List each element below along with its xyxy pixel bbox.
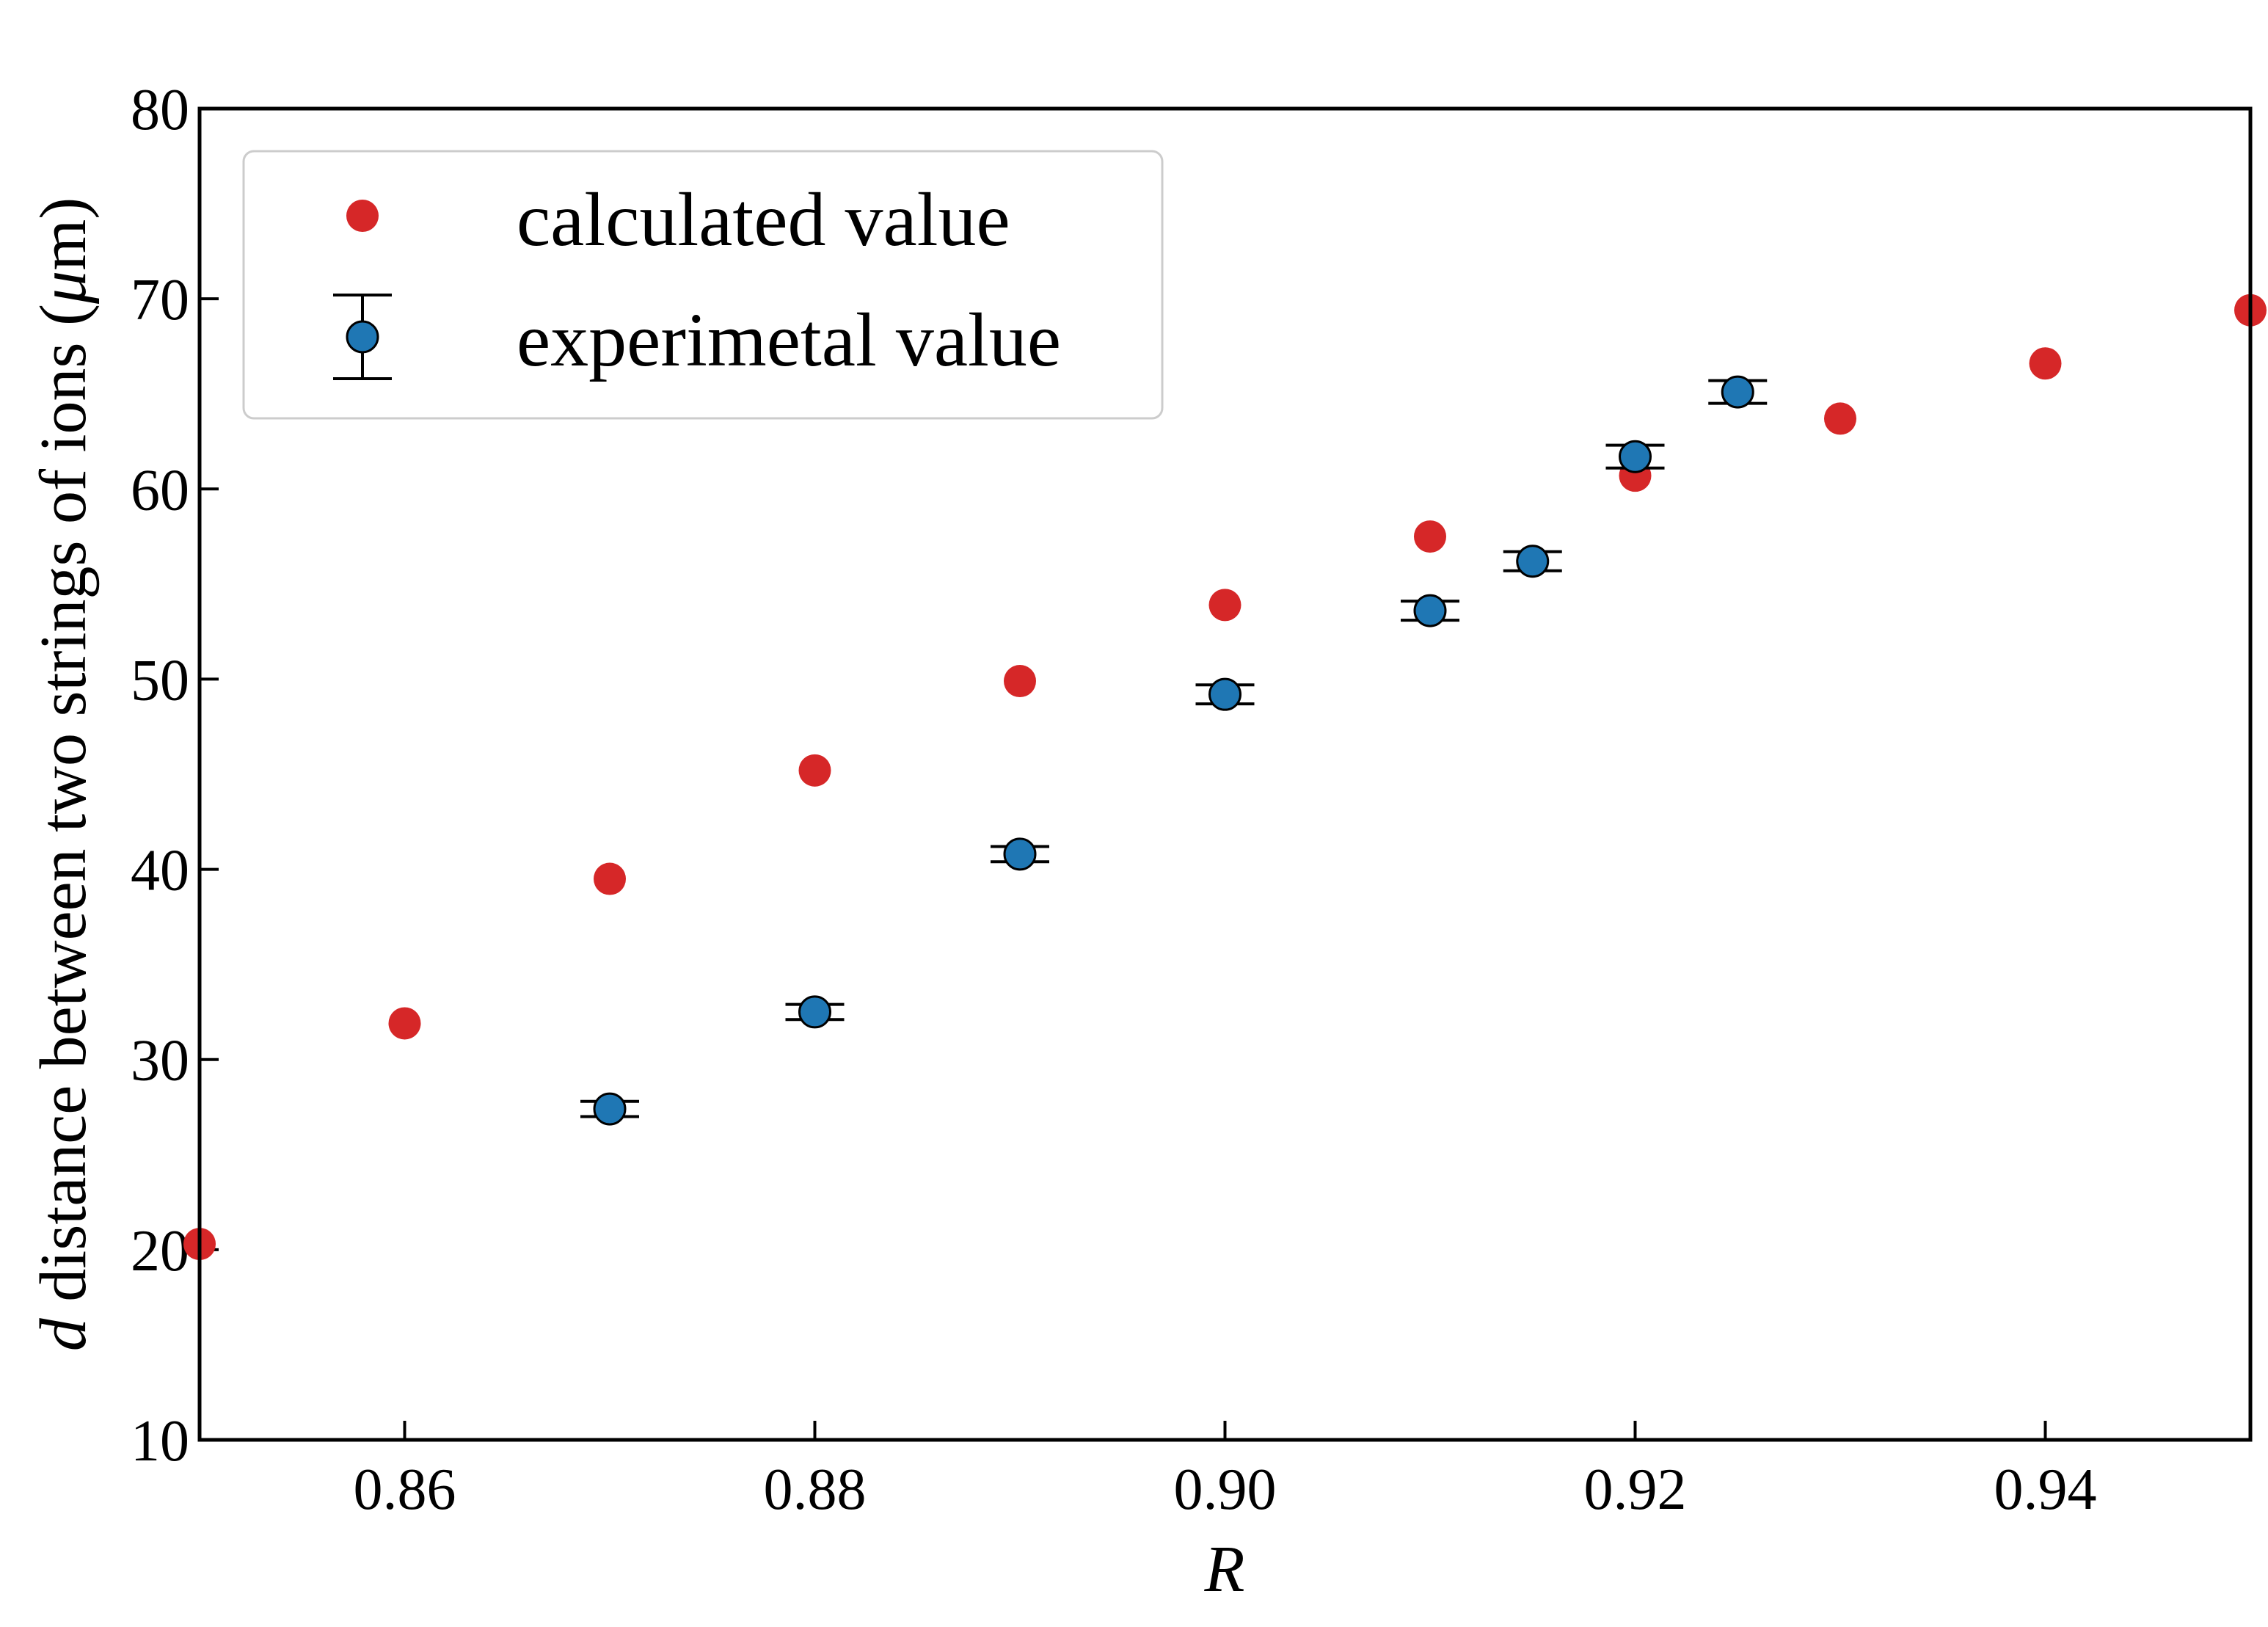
x-tick-label: 0.88 (764, 1457, 867, 1522)
legend: calculated value experimetal value (242, 150, 1164, 420)
calculated-point (594, 862, 626, 895)
y-axis-label-mu: μ (27, 271, 100, 305)
x-tick-label: 0.94 (1994, 1457, 2097, 1522)
y-axis-label-unit: m) (27, 197, 100, 271)
markers-layer (183, 294, 2267, 1261)
experimental-point (593, 1092, 627, 1126)
y-tick-label: 60 (131, 458, 189, 523)
experimental-point (1413, 594, 1447, 627)
x-axis-label: R (1204, 1533, 1245, 1606)
calculated-point (388, 1007, 421, 1040)
y-tick-label: 20 (131, 1219, 189, 1284)
legend-calculated-label: calculated value (517, 178, 1010, 262)
calculated-point (798, 754, 831, 787)
y-tick-label: 40 (131, 839, 189, 903)
x-tick-label: 0.86 (354, 1457, 456, 1522)
y-axis-label: d distance between two strings of ions (… (27, 197, 100, 1351)
calculated-point (1004, 665, 1036, 698)
experimental-point (1208, 677, 1241, 711)
experimental-point (1721, 375, 1754, 409)
legend-experimental-marker (346, 320, 379, 354)
experimental-point (1619, 440, 1652, 473)
calculated-point (2029, 347, 2062, 380)
legend-calculated-marker (346, 200, 379, 232)
calculated-point (1414, 520, 1446, 553)
experimental-point (1003, 837, 1037, 871)
experimental-point (798, 995, 831, 1029)
ticks-layer: 0.86 0.88 0.90 0.92 0.94 10 20 30 40 50 60 70 80 (131, 78, 2097, 1522)
x-tick-label: 0.92 (1584, 1457, 1687, 1522)
legend-box (242, 150, 1164, 420)
y-tick-label: 30 (131, 1029, 189, 1093)
y-tick-label: 50 (131, 648, 189, 713)
y-tick-label: 70 (131, 268, 189, 332)
y-axis-label-text: distance between two strings of ions ( (27, 304, 100, 1318)
y-tick-label: 80 (131, 78, 189, 142)
experimental-point (1516, 545, 1550, 578)
calculated-point (1208, 589, 1241, 622)
legend-experimental-label: experimetal value (517, 298, 1061, 382)
calculated-point (1824, 402, 1856, 435)
plot-frame (197, 106, 2253, 1442)
y-axis-label-variable: d (27, 1317, 100, 1351)
x-tick-label: 0.90 (1174, 1457, 1277, 1522)
y-tick-label: 10 (131, 1409, 189, 1474)
